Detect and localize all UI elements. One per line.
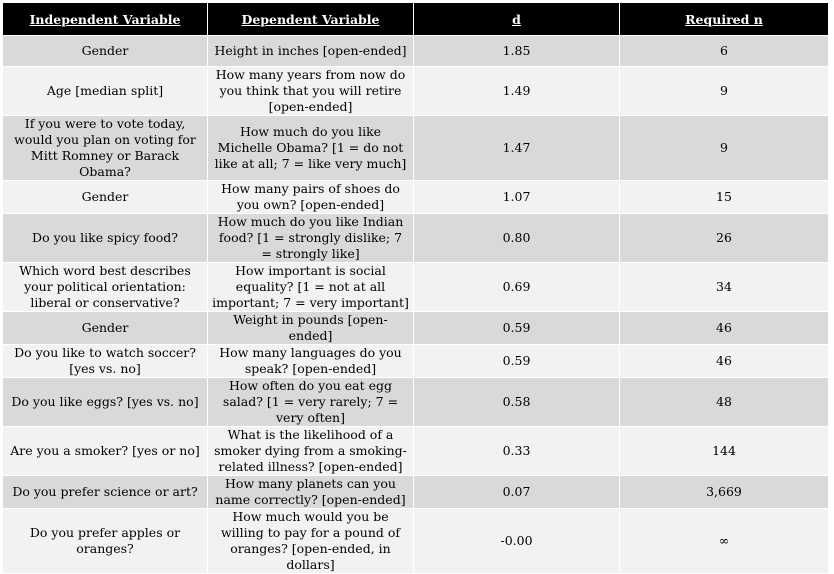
cell-independent-variable: Do you like eggs? [yes vs. no] [2,377,208,427]
cell-independent-variable: Which word best describes your political… [2,262,208,312]
cell-required-n: 48 [619,377,829,427]
cell-independent-variable: Do you prefer science or art? [2,475,208,509]
table-row: Which word best describes your political… [2,262,829,312]
cell-d: 1.85 [413,35,620,67]
cell-required-n: 9 [619,66,829,116]
header-required-n: Required n [619,2,829,36]
cell-required-n: 46 [619,344,829,378]
cell-d: 1.49 [413,66,620,116]
table-row: Gender How many pairs of shoes do you ow… [2,180,829,214]
cell-dependent-variable: How many planets can you name correctly?… [207,475,414,509]
cell-independent-variable: If you were to vote today, would you pla… [2,115,208,181]
cell-dependent-variable: How much would you be willing to pay for… [207,508,414,574]
table-row: Do you like eggs? [yes vs. no] How often… [2,377,829,427]
table-row: Do you prefer science or art? How many p… [2,475,829,509]
cell-required-n: 3,669 [619,475,829,509]
cell-independent-variable: Do you prefer apples or oranges? [2,508,208,574]
cell-d: 0.80 [413,213,620,263]
cell-dependent-variable: How many languages do you speak? [open-e… [207,344,414,378]
table-row: If you were to vote today, would you pla… [2,115,829,181]
cell-independent-variable: Are you a smoker? [yes or no] [2,426,208,476]
table-header: Independent Variable Dependent Variable … [2,2,829,36]
cell-required-n: 9 [619,115,829,181]
cell-d: 1.47 [413,115,620,181]
cell-d: 0.07 [413,475,620,509]
cell-d: 1.07 [413,180,620,214]
table-row: Do you like to watch soccer? [yes vs. no… [2,344,829,378]
table-row: Age [median split] How many years from n… [2,66,829,116]
cell-d: -0.00 [413,508,620,574]
cell-d: 0.69 [413,262,620,312]
cell-dependent-variable: How important is social equality? [1 = n… [207,262,414,312]
cell-independent-variable: Gender [2,35,208,67]
table-row: Are you a smoker? [yes or no] What is th… [2,426,829,476]
cell-required-n: 34 [619,262,829,312]
cell-dependent-variable: What is the likelihood of a smoker dying… [207,426,414,476]
cell-d: 0.58 [413,377,620,427]
cell-dependent-variable: Weight in pounds [open-ended] [207,311,414,345]
header-row: Independent Variable Dependent Variable … [2,2,829,36]
cell-required-n: 46 [619,311,829,345]
cell-dependent-variable: How much do you like Indian food? [1 = s… [207,213,414,263]
cell-independent-variable: Gender [2,180,208,214]
table-row: Do you prefer apples or oranges? How muc… [2,508,829,574]
cell-required-n: 15 [619,180,829,214]
table-body: Gender Height in inches [open-ended] 1.8… [2,35,829,574]
header-independent-variable: Independent Variable [2,2,208,36]
cell-dependent-variable: Height in inches [open-ended] [207,35,414,67]
cell-required-n: 26 [619,213,829,263]
header-d: d [413,2,620,36]
cell-d: 0.59 [413,344,620,378]
header-dependent-variable: Dependent Variable [207,2,414,36]
cell-independent-variable: Gender [2,311,208,345]
cell-required-n: 6 [619,35,829,67]
cell-required-n: 144 [619,426,829,476]
cell-dependent-variable: How many years from now do you think tha… [207,66,414,116]
cell-dependent-variable: How many pairs of shoes do you own? [ope… [207,180,414,214]
cell-independent-variable: Age [median split] [2,66,208,116]
cell-d: 0.33 [413,426,620,476]
cell-independent-variable: Do you like spicy food? [2,213,208,263]
table-row: Gender Height in inches [open-ended] 1.8… [2,35,829,67]
cell-d: 0.59 [413,311,620,345]
cell-dependent-variable: How often do you eat egg salad? [1 = ver… [207,377,414,427]
cell-dependent-variable: How much do you like Michelle Obama? [1 … [207,115,414,181]
cell-independent-variable: Do you like to watch soccer? [yes vs. no… [2,344,208,378]
table-row: Do you like spicy food? How much do you … [2,213,829,263]
cell-required-n: ∞ [619,508,829,574]
table-row: Gender Weight in pounds [open-ended] 0.5… [2,311,829,345]
